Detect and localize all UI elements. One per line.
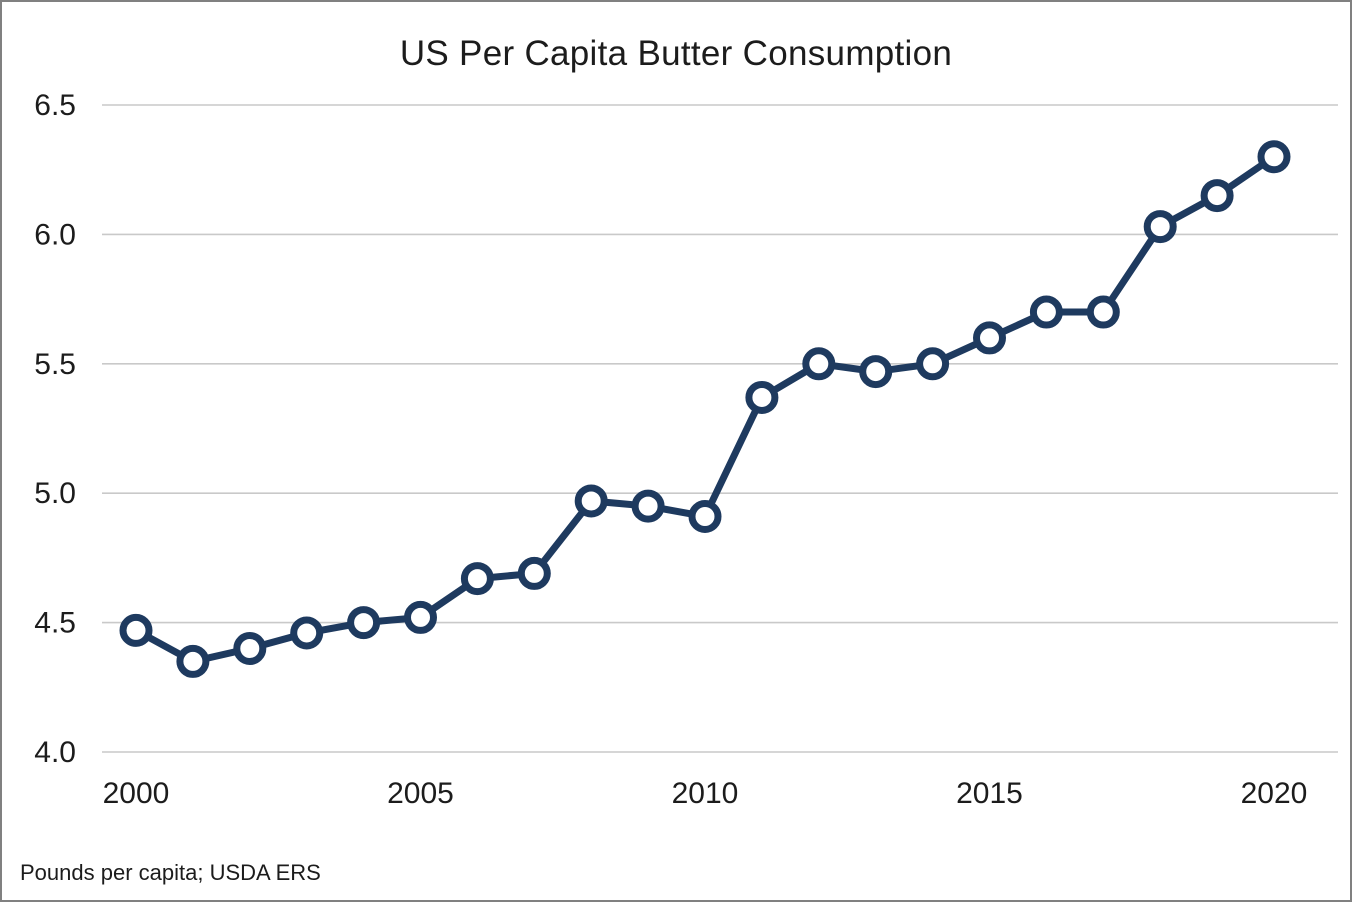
data-point-2013 (859, 355, 893, 389)
data-point-2009 (631, 489, 665, 523)
y-tick-label: 5.5 (34, 348, 76, 381)
data-point-2015 (973, 321, 1006, 355)
series-line (134, 153, 1276, 666)
data-point-2003 (290, 616, 324, 650)
data-point-2016 (1029, 295, 1063, 329)
data-point-2005 (404, 600, 437, 634)
data-point-2020 (1257, 140, 1291, 174)
x-tick-label: 2010 (672, 777, 739, 810)
data-point-2010 (688, 499, 722, 533)
chart-caption: Pounds per capita; USDA ERS (20, 860, 321, 885)
y-tick-label: 4.0 (34, 736, 76, 769)
data-point-2001 (176, 644, 210, 678)
x-tick-label: 2005 (387, 777, 454, 810)
data-point-2017 (1086, 295, 1120, 329)
data-point-2000 (119, 613, 153, 647)
data-point-2011 (745, 380, 779, 414)
x-tick-label: 2000 (103, 777, 170, 810)
data-point-2002 (233, 631, 267, 665)
data-point-2019 (1200, 179, 1234, 213)
data-point-2018 (1143, 210, 1177, 244)
data-point-2007 (517, 556, 551, 590)
data-point-2006 (460, 562, 494, 596)
y-tick-label: 5.0 (34, 477, 76, 510)
y-tick-label: 6.0 (34, 218, 76, 251)
chart-title: US Per Capita Butter Consumption (399, 34, 953, 73)
x-tick-label: 2020 (1241, 777, 1308, 810)
data-point-2012 (802, 347, 836, 381)
y-tick-label: 4.5 (34, 607, 76, 640)
data-point-2004 (347, 606, 381, 640)
data-point-2014 (916, 347, 950, 381)
y-tick-label: 6.5 (34, 89, 76, 122)
data-point-2008 (574, 484, 608, 518)
x-tick-label: 2015 (956, 777, 1023, 810)
